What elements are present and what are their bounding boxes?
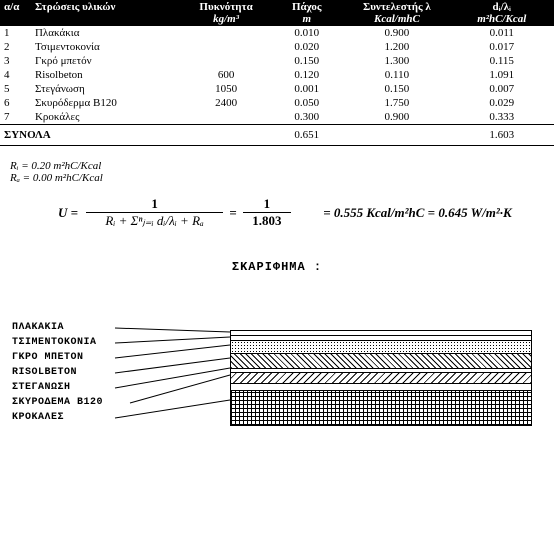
ri-value: Rᵢ = 0.20 m²hC/Kcal: [10, 160, 544, 172]
hdr-idx: α/α: [4, 1, 19, 13]
hdr-lambda: Συντελεστής λ: [363, 1, 431, 13]
hdr-thickness: Πάχος: [292, 1, 322, 13]
sketch-label: ΓΚΡΟ ΜΠΕΤΟΝ: [12, 352, 84, 363]
sketch-label: ΣΚΥΡΟΔΕΜΑ Β120: [12, 397, 103, 408]
hdr-name: Στρώσεις υλικών: [35, 1, 115, 13]
sketch-layer: [231, 372, 531, 383]
formula-eq1: =: [229, 205, 236, 220]
formula-den2: 1.803: [252, 213, 281, 228]
sketch-label: ΠΛΑΚΑΚΙΑ: [12, 322, 64, 333]
sketch-layer: [231, 353, 531, 368]
table-row: 3Γκρό μπετόν0.1501.3000.115: [0, 54, 554, 68]
totals-thickness: 0.651: [294, 129, 319, 141]
sketch-layer: [231, 383, 531, 390]
formula-num1: 1: [151, 196, 158, 211]
table-header-row: α/α Στρώσεις υλικών Πυκνότητα kg/m³ Πάχο…: [0, 0, 554, 26]
sketch-layer: [231, 390, 531, 425]
hdr-lambda-unit: Kcal/mhC: [374, 13, 420, 25]
resistance-block: Rᵢ = 0.20 m²hC/Kcal Rₐ = 0.00 m²hC/Kcal: [0, 146, 554, 190]
totals-dl: 1.603: [489, 129, 514, 141]
sketch-label: RISOLBETON: [12, 367, 77, 378]
sketch-title: ΣΚΑΡΙΦΗΜΑ :: [0, 235, 554, 282]
table-row: 7Κροκάλες0.3000.9000.333: [0, 110, 554, 125]
sketch-diagram: ΠΛΑΚΑΚΙΑ ΤΣΙΜΕΝΤΟΚΟΝΙΑ ΓΚΡΟ ΜΠΕΤΟΝ RISOLBET…: [0, 282, 554, 452]
formula-lhs: U =: [58, 205, 78, 220]
sketch-label: ΚΡΟΚΑΛΕΣ: [12, 412, 64, 423]
table-row: 4Risolbeton6000.1200.1101.091: [0, 68, 554, 82]
formula-den1: Rᵢ + Σⁿⱼ₌ᵢ dᵢ/λᵢ + Rₐ: [105, 213, 203, 228]
hdr-dl: dᵢ/λᵢ: [493, 1, 511, 13]
hdr-density: Πυκνότητα: [199, 1, 252, 13]
hdr-thickness-unit: m: [302, 13, 311, 25]
hdr-dl-unit: m²hC/Kcal: [477, 13, 526, 25]
sketch-label: ΣΤΕΓΑΝΩΣΗ: [12, 382, 71, 393]
formula-num2: 1: [264, 196, 271, 211]
table-row: 5Στεγάνωση10500.0010.1500.007: [0, 82, 554, 96]
totals-label: ΣΥΝΟΛΑ: [4, 129, 51, 141]
u-formula: U = 1 = 1 = 0.555 Kcal/m²hC = 0.645 W/m²…: [0, 190, 554, 235]
hdr-density-unit: kg/m³: [213, 13, 239, 25]
table-row: 6Σκυρόδερμα Β12024000.0501.7500.029: [0, 96, 554, 110]
ra-value: Rₐ = 0.00 m²hC/Kcal: [10, 172, 544, 184]
table-row: 2Τσιμεντοκονία0.0201.2000.017: [0, 40, 554, 54]
formula-result: = 0.555 Kcal/m²hC = 0.645 W/m²·K: [323, 205, 512, 220]
sketch-label: ΤΣΙΜΕΝΤΟΚΟΝΙΑ: [12, 337, 97, 348]
materials-table: α/α Στρώσεις υλικών Πυκνότητα kg/m³ Πάχο…: [0, 0, 554, 146]
sketch-layer: [231, 340, 531, 353]
table-row: 1Πλακάκια0.0100.9000.011: [0, 26, 554, 40]
totals-row: ΣΥΝΟΛΑ 0.651 1.603: [0, 125, 554, 146]
